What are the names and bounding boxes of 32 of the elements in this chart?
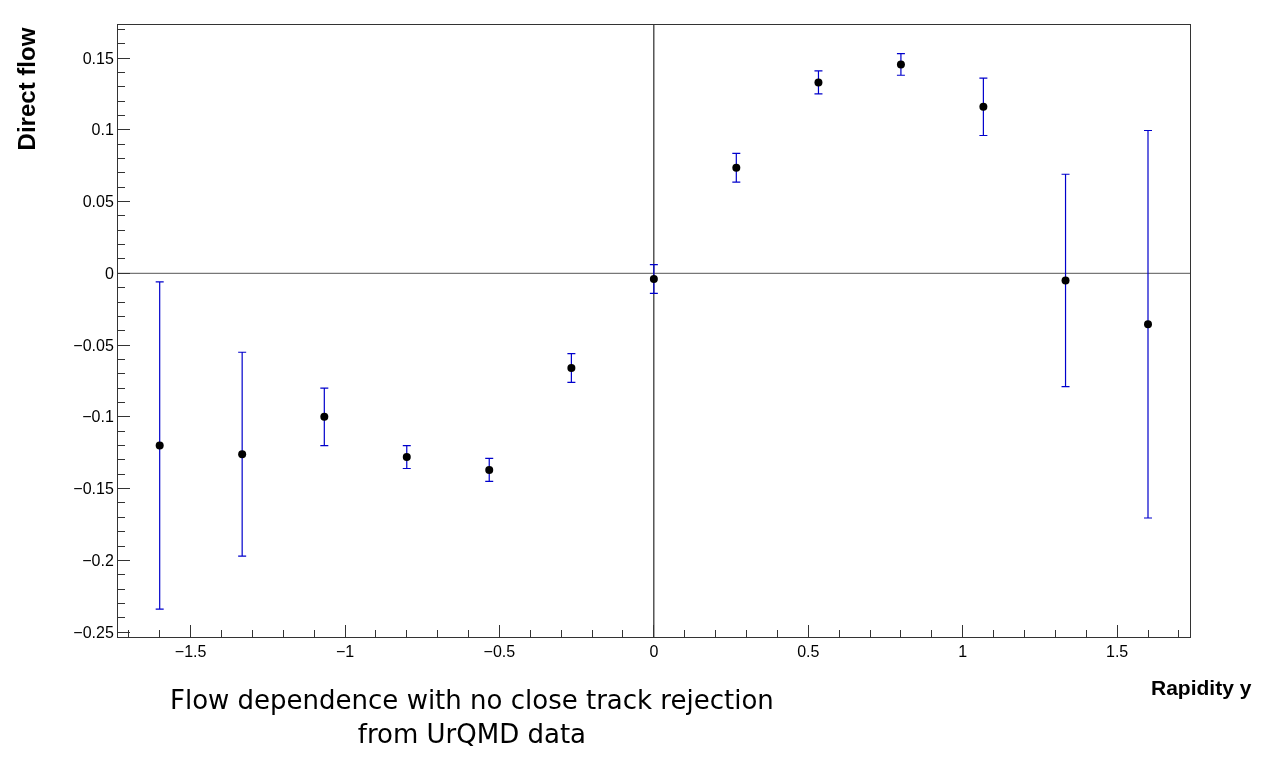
point [155, 441, 164, 450]
y-tick-label: 0 [104, 264, 114, 282]
point [320, 412, 329, 421]
point [1061, 276, 1070, 285]
x-tick-label: 0.5 [797, 643, 820, 661]
y-tick-label: 0.15 [82, 49, 114, 67]
point [979, 102, 988, 111]
y-axis-title: Direct flow [13, 27, 41, 151]
y-tick-label: −0.2 [82, 551, 114, 569]
x-tick-label: 1 [958, 643, 968, 661]
y-tick-label: 0.1 [91, 121, 114, 139]
point [567, 364, 576, 373]
point [238, 450, 247, 459]
y-tick-label: −0.15 [73, 480, 114, 498]
x-tick-label: −1 [335, 643, 355, 661]
y-tick-label: 0.05 [82, 193, 114, 211]
x-tick-label: −1.5 [174, 643, 207, 661]
point [402, 453, 411, 462]
y-tick-label: −0.1 [82, 408, 114, 426]
x-tick-label: 1.5 [1105, 643, 1129, 661]
x-axis-title: Rapidity y [1151, 676, 1252, 699]
point [485, 465, 494, 474]
point [732, 163, 741, 172]
point [814, 78, 823, 87]
point [896, 60, 905, 69]
point [1144, 320, 1152, 329]
text: Flow dependence with no close track rejection from UrQMD data [170, 685, 774, 749]
point [649, 275, 658, 284]
x-tick-label: −0.5 [483, 643, 516, 661]
x-tick-label: 0 [649, 643, 659, 661]
y-tick-label: −0.25 [73, 623, 114, 641]
y-tick-label: −0.05 [73, 336, 114, 354]
